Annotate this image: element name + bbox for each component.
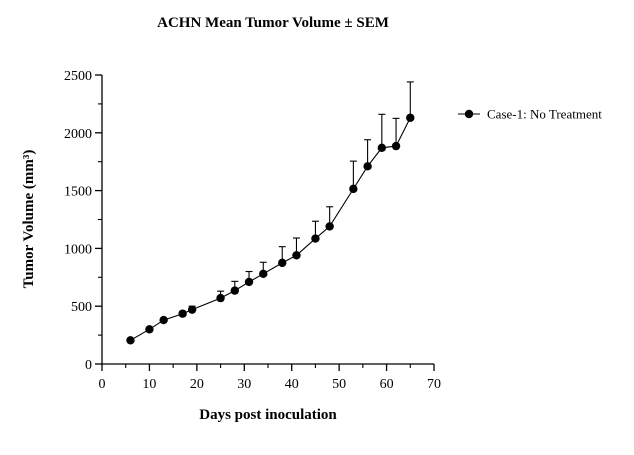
data-point bbox=[292, 251, 301, 260]
x-tick-label: 50 bbox=[332, 377, 346, 392]
data-point bbox=[406, 113, 415, 122]
series-layer bbox=[126, 81, 415, 345]
data-point bbox=[278, 258, 287, 268]
y-tick-label: 1000 bbox=[64, 242, 92, 257]
data-point bbox=[259, 269, 268, 279]
y-tick-label: 2500 bbox=[64, 69, 92, 84]
y-tick-label: 500 bbox=[71, 300, 92, 315]
x-tick-label: 10 bbox=[142, 377, 156, 392]
legend-label: Case-1: No Treatment bbox=[487, 107, 602, 122]
legend-marker bbox=[464, 109, 474, 119]
data-point bbox=[244, 277, 254, 287]
x-tick-label: 0 bbox=[99, 377, 106, 392]
y-axis-label: Tumor Volume (mm³) bbox=[21, 150, 37, 289]
y-tick-label: 0 bbox=[85, 358, 92, 373]
x-axis: 0 10 20 30 40 50 60 70 bbox=[99, 363, 441, 392]
x-tick-label: 60 bbox=[380, 377, 394, 392]
data-point bbox=[126, 336, 135, 345]
y-axis: 0 500 1000 1500 2000 2500 bbox=[64, 69, 103, 373]
data-point bbox=[230, 286, 239, 295]
x-tick-label: 70 bbox=[427, 377, 441, 392]
data-point bbox=[349, 184, 358, 194]
data-point bbox=[159, 315, 168, 325]
y-tick-label: 2000 bbox=[64, 127, 92, 142]
x-tick-label: 20 bbox=[190, 377, 204, 392]
data-point bbox=[187, 305, 197, 314]
x-tick-label: 30 bbox=[237, 377, 251, 392]
data-point bbox=[178, 309, 187, 318]
data-point bbox=[363, 162, 372, 171]
data-point bbox=[216, 293, 225, 303]
data-point bbox=[391, 141, 401, 151]
legend: Case-1: No Treatment bbox=[458, 107, 602, 122]
y-tick-label: 1500 bbox=[64, 185, 92, 200]
chart-title: ACHN Mean Tumor Volume ± SEM bbox=[157, 15, 389, 31]
data-point bbox=[377, 143, 387, 153]
x-tick-label: 40 bbox=[285, 377, 299, 392]
series-line bbox=[130, 117, 411, 341]
data-point bbox=[145, 325, 154, 334]
x-axis-label: Days post inoculation bbox=[199, 407, 337, 423]
data-point bbox=[311, 234, 320, 243]
data-point bbox=[325, 222, 334, 231]
